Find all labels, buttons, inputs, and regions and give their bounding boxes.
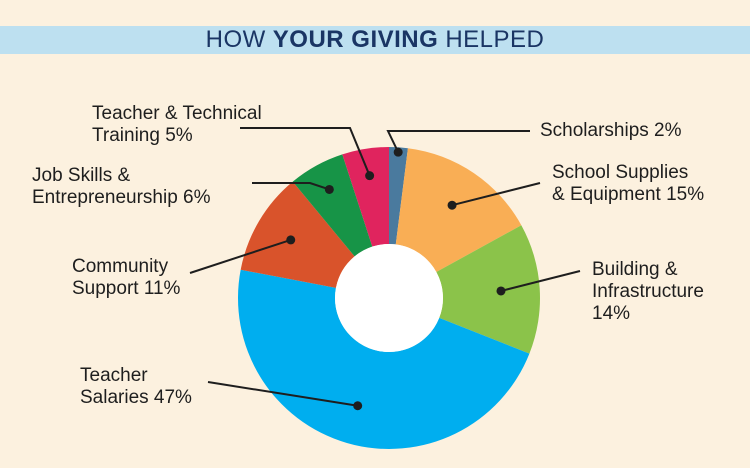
leader-dot-building (496, 286, 506, 296)
leader-line-teacher_training (240, 127, 371, 177)
slice-teacher_salaries (238, 269, 530, 449)
slice-school_supplies (395, 148, 522, 272)
slice-scholarships (389, 147, 408, 245)
title-bold: YOUR GIVING (272, 26, 439, 53)
label-job-skills: Job Skills & Entrepreneurship 6% (32, 165, 211, 208)
label-building: Building & Infrastructure 14% (592, 259, 704, 324)
title-bar: HOW YOUR GIVING HELPED (0, 26, 750, 54)
leader-dot-job_skills (324, 184, 334, 194)
label-scholarships: Scholarships 2% (540, 120, 682, 141)
title-prefix: HOW (205, 26, 266, 53)
leader-dot-school_supplies (447, 200, 457, 210)
chart-title: HOW YOUR GIVING HELPED (206, 26, 545, 54)
label-teacher-salaries: Teacher Salaries 47% (80, 365, 192, 408)
donut-hole (335, 244, 443, 352)
slice-community_support (240, 181, 355, 288)
leader-dot-community_support (286, 235, 296, 245)
leader-dot-teacher_salaries (353, 401, 363, 411)
slice-job_skills (292, 154, 373, 257)
leader-dot-scholarships (393, 147, 403, 157)
leader-line-teacher_salaries (207, 381, 358, 407)
leader-dot-teacher_training (365, 171, 375, 181)
leader-line-scholarships (386, 130, 530, 153)
slice-building (436, 225, 540, 354)
title-suffix: HELPED (445, 26, 545, 53)
label-community-support: Community Support 11% (72, 256, 181, 299)
label-teacher-training: Teacher & Technical Training 5% (92, 103, 262, 146)
slice-teacher_training (342, 147, 389, 247)
leader-line-school_supplies (451, 182, 541, 207)
leader-line-building (500, 270, 581, 292)
label-school-supplies: School Supplies & Equipment 15% (552, 162, 705, 205)
leader-line-community_support (189, 238, 292, 274)
leader-line-job_skills (252, 182, 330, 191)
